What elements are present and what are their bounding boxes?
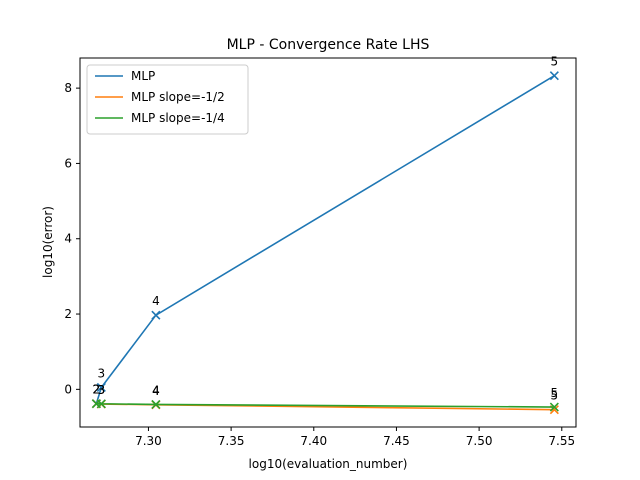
- x-tick-label: 7.50: [466, 434, 493, 448]
- series-line-0: [95, 75, 555, 404]
- point-label: 4: [152, 294, 160, 308]
- point-label: 3: [98, 383, 106, 397]
- point-label: 3: [98, 383, 106, 397]
- point-label: 4: [152, 383, 160, 397]
- y-tick-label: 6: [64, 156, 72, 170]
- y-tick-label: 8: [64, 81, 72, 95]
- y-tick-label: 0: [64, 382, 72, 396]
- legend-entry: MLP slope=-1/4: [131, 111, 225, 125]
- data-point-marker: [549, 402, 559, 412]
- point-label: 4: [152, 384, 160, 398]
- data-point-marker: [96, 382, 106, 393]
- y-tick-label: 4: [64, 232, 72, 246]
- x-tick-label: 7.30: [135, 434, 162, 448]
- plot-frame: [79, 57, 577, 428]
- x-tick-label: 7.35: [218, 434, 245, 448]
- x-axis-ticks: 7.30 7.35 7.40 7.45 7.50 7.55: [135, 427, 575, 448]
- series-layer: [91, 71, 559, 415]
- legend-entry: MLP slope=-1/2: [131, 90, 225, 104]
- legend-box: [86, 64, 249, 135]
- data-point-marker: [151, 310, 161, 320]
- y-axis-ticks: 0 2 4 6 8: [64, 81, 80, 396]
- series-line-2: [96, 402, 555, 408]
- point-label: 5: [551, 55, 559, 69]
- y-tick-label: 2: [64, 307, 72, 321]
- data-point-marker: [549, 71, 559, 81]
- point-label: 2: [93, 383, 101, 397]
- x-tick-label: 7.40: [300, 434, 327, 448]
- point-label: 2: [93, 383, 101, 397]
- point-label: 3: [98, 366, 106, 380]
- legend: MLP MLP slope=-1/2 MLP slope=-1/4: [86, 64, 249, 135]
- point-label: 5: [551, 386, 559, 400]
- data-point-marker: [96, 399, 106, 409]
- y-axis-label: log10(error): [41, 206, 55, 278]
- data-point-marker: [151, 399, 161, 409]
- point-label: 5: [551, 389, 559, 403]
- x-tick-label: 7.45: [383, 434, 410, 448]
- x-axis-label: log10(evaluation_number): [249, 457, 408, 471]
- point-label: 2: [93, 383, 101, 397]
- chart-title: MLP - Convergence Rate LHS: [227, 37, 430, 53]
- legend-entry: MLP: [131, 69, 155, 83]
- x-tick-label: 7.55: [548, 434, 575, 448]
